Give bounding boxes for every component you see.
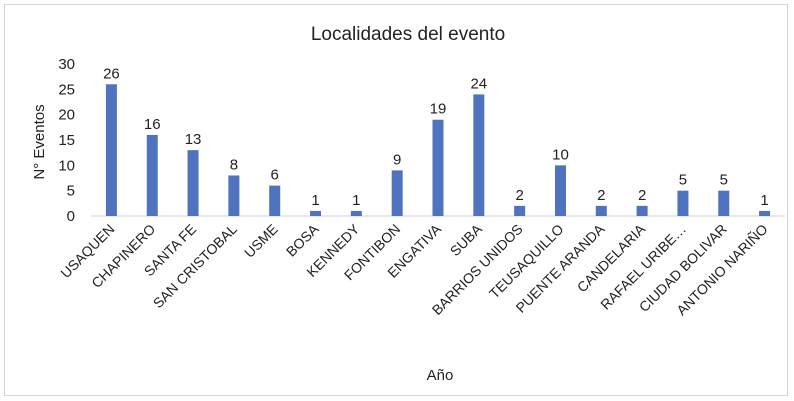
bar	[391, 170, 403, 216]
bar	[105, 84, 117, 217]
bar	[269, 185, 281, 216]
bar	[350, 210, 362, 216]
bar	[146, 134, 158, 216]
data-label: 6	[271, 167, 279, 184]
bar	[432, 119, 444, 216]
bar	[310, 210, 322, 216]
y-tick-label: 25	[58, 81, 75, 98]
data-label: 19	[430, 101, 447, 118]
data-label: 5	[720, 172, 728, 189]
bar	[554, 165, 566, 216]
y-tick-label: 20	[58, 107, 75, 124]
data-label: 13	[185, 131, 202, 148]
data-label: 16	[144, 116, 161, 133]
data-label: 8	[230, 156, 238, 173]
data-label: 2	[515, 187, 523, 204]
data-label: 26	[103, 65, 120, 82]
data-label: 2	[638, 187, 646, 204]
y-tick-label: 0	[67, 208, 75, 225]
y-tick-label: 5	[67, 183, 75, 200]
bar	[718, 190, 730, 216]
data-label: 9	[393, 151, 401, 168]
bar	[759, 210, 771, 216]
bar	[636, 205, 648, 216]
bar	[473, 94, 485, 216]
category-label: USME	[241, 221, 281, 261]
data-label: 1	[311, 192, 319, 209]
data-label: 1	[760, 192, 768, 209]
data-label: 24	[470, 75, 487, 92]
y-tick-label: 15	[58, 132, 75, 149]
bar	[228, 175, 240, 216]
y-tick-label: 30	[58, 56, 75, 73]
data-label: 10	[552, 146, 569, 163]
data-label: 1	[352, 192, 360, 209]
data-label: 5	[679, 172, 687, 189]
category-label: BOSA	[283, 220, 322, 259]
category-label: SUBA	[447, 220, 486, 259]
bar	[595, 205, 607, 216]
y-axis-label: N° Eventos	[31, 104, 48, 179]
x-axis-label: Año	[427, 367, 454, 384]
y-tick-label: 10	[58, 157, 75, 174]
bar	[187, 150, 199, 216]
chart-title: Localidades del evento	[311, 24, 505, 45]
bar	[677, 190, 689, 216]
bar	[514, 205, 526, 216]
data-label: 2	[597, 187, 605, 204]
